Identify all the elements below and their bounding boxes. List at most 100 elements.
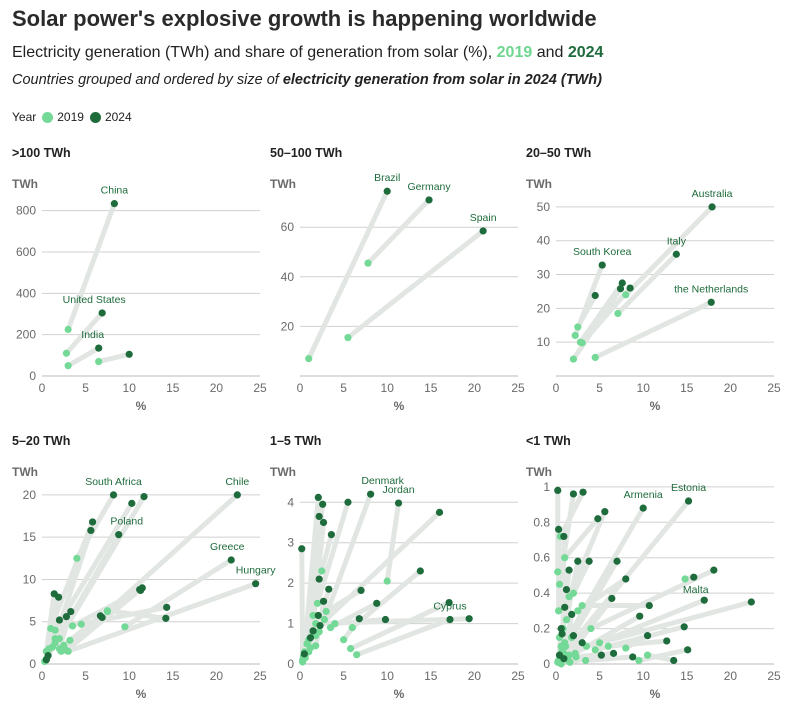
x-tick-label: 10	[381, 669, 395, 683]
panel-over-100: >100 TWh 0 200 400 600 800 0 5 10 15 20 25 TWh% Chin…	[12, 146, 272, 416]
legend-label: Year	[12, 110, 37, 124]
point-2024	[574, 557, 582, 565]
country-label: the Netherlands	[674, 283, 748, 295]
point-2019	[364, 259, 372, 267]
x-tick-label: 5	[596, 381, 603, 395]
point-2024	[700, 596, 708, 604]
point-2024	[663, 637, 671, 645]
connector-line	[575, 293, 598, 330]
connector-line	[306, 513, 322, 643]
y-tick-label: 0	[287, 657, 294, 671]
point-2024	[163, 603, 171, 611]
point-2019	[299, 658, 307, 666]
connector-line	[321, 491, 374, 623]
x-axis-label: %	[394, 399, 405, 413]
point-2019	[596, 639, 604, 647]
y-tick-label: 40	[537, 234, 551, 248]
connector-line	[623, 204, 715, 298]
point-2024	[562, 586, 571, 594]
y-tick-label: 800	[16, 204, 36, 218]
point-2024	[62, 613, 71, 621]
point-2024	[710, 566, 718, 574]
x-tick-label: 5	[82, 381, 89, 395]
panel-plot: 0 5 10 15 20 0 5 10 15 20 25 TWh% South Africa Chile P…	[12, 465, 276, 701]
point-2019	[344, 333, 352, 342]
connector-line	[583, 654, 636, 663]
connector-line	[43, 591, 57, 654]
connector-line	[65, 345, 102, 369]
point-2024	[128, 499, 136, 507]
point-2024	[98, 309, 106, 317]
x-tick-label: 5	[340, 669, 347, 683]
point-2024	[445, 598, 453, 607]
point-2019	[62, 646, 71, 655]
y-tick-label: 20	[537, 301, 551, 315]
point-2019	[51, 639, 59, 647]
panel-5-20: 5–20 TWh 0 5 10 15 20 0 5 10 15 20 25 TWh% South Afr…	[12, 434, 276, 704]
point-2024	[618, 279, 626, 287]
point-2024	[608, 594, 616, 603]
point-2024	[707, 298, 715, 306]
point-2024	[622, 575, 630, 583]
connector-line	[354, 617, 453, 658]
point-2024	[88, 518, 97, 526]
y-axis-label: TWh	[12, 465, 38, 479]
y-tick-label: 20	[23, 488, 37, 502]
point-2019	[555, 607, 563, 615]
point-2019	[64, 325, 72, 334]
point-2024	[394, 499, 403, 507]
point-2024	[616, 285, 625, 293]
panel-20-50: 20–50 TWh 10 20 30 40 50 0 5 10 15 20 25 TWh% Austra…	[526, 146, 786, 416]
panel-plot: 0 200 400 600 800 0 5 10 15 20 25 TWh% China United S…	[12, 177, 267, 413]
point-2019	[643, 651, 652, 659]
country-label: Brazil	[374, 172, 400, 184]
point-2019	[566, 658, 574, 666]
y-tick-label: 60	[281, 220, 295, 234]
point-2024	[557, 624, 565, 633]
point-2019	[561, 554, 569, 562]
x-tick-label: 10	[123, 669, 137, 683]
y-axis-label: TWh	[270, 465, 296, 479]
point-2019	[557, 660, 565, 668]
connector-line	[306, 188, 390, 362]
x-axis-label: %	[136, 399, 147, 413]
x-tick-label: 0	[39, 381, 46, 395]
x-tick-label: 20	[210, 381, 224, 395]
country-label: Italy	[667, 235, 687, 247]
connector-line	[384, 500, 402, 584]
point-2024	[125, 350, 133, 358]
x-tick-label: 25	[767, 381, 781, 395]
point-2024	[626, 284, 634, 292]
point-2024	[140, 493, 148, 501]
point-2024	[645, 601, 653, 610]
panel-title: 20–50 TWh	[526, 146, 592, 160]
point-2019	[348, 624, 356, 632]
country-label: South Korea	[573, 246, 632, 258]
country-label: Jordan	[382, 484, 414, 496]
point-2024	[110, 200, 118, 208]
x-axis-label: %	[394, 687, 405, 701]
point-2019	[331, 619, 339, 628]
chart-subtitle: Electricity generation (TWh) and share o…	[12, 44, 603, 62]
connector-line	[104, 492, 240, 615]
panel-plot: 00.20.40.60.810 5 10 15 20 25TWh%ArmeniaEston…	[526, 465, 781, 701]
point-2024	[684, 497, 693, 505]
x-tick-label: 15	[166, 669, 180, 683]
point-2024	[708, 203, 716, 211]
point-2024	[87, 526, 95, 535]
point-2024	[162, 614, 170, 622]
point-2024	[383, 187, 391, 195]
point-2019	[62, 349, 71, 357]
legend-text-2024: 2024	[104, 110, 132, 124]
connector-line	[615, 251, 679, 316]
y-tick-label: 0.2	[533, 622, 550, 636]
point-2019	[312, 642, 320, 650]
connector-line	[573, 650, 617, 660]
x-tick-label: 0	[553, 381, 560, 395]
connector-line	[65, 201, 117, 332]
x-tick-label: 5	[82, 669, 89, 683]
connector-line	[63, 310, 105, 356]
point-2019	[64, 362, 72, 370]
point-2024	[344, 498, 352, 506]
y-tick-label: 600	[16, 245, 36, 259]
